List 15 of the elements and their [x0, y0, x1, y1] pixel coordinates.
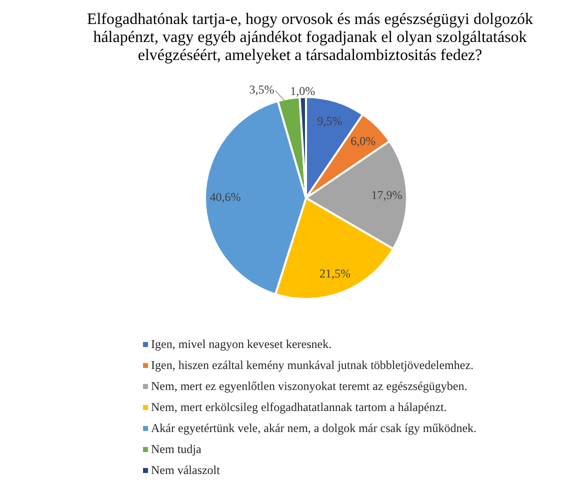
- legend-label: Nem, mert ez egyenlőtlen viszonyokat teremt az egészségügyben.: [151, 379, 468, 394]
- legend-label: Nem tudja: [151, 442, 202, 457]
- data-label: 21,5%: [320, 266, 351, 280]
- legend-label: Akár egyetértünk vele, akár nem, a dolgok már csak így működnek.: [151, 421, 477, 436]
- data-label: 1,0%: [290, 84, 316, 98]
- data-label: 6,0%: [350, 134, 376, 148]
- legend-label: Nem válaszolt: [151, 463, 220, 478]
- legend-label: Igen, mivel nagyon keveset keresnek.: [151, 337, 332, 352]
- data-label: 9,5%: [317, 114, 342, 128]
- legend-label: Nem, mert erkölcsileg elfogadhatatlannak tartom a hálapénzt.: [151, 400, 447, 415]
- data-label: 40,6%: [210, 190, 241, 204]
- chart-title: Elfogadhatónak tartja-e, hogy orvosok és más egészségügyi dolgozók hálapénzt, vagy egyéb ajándékot fogadjanak el olyan szolgáltatások elvégzéséért, amelyeket a társadalombiztositás fedez?: [86, 11, 534, 65]
- data-label: 3,5%: [249, 82, 274, 97]
- data-label: 17,9%: [371, 188, 402, 202]
- legend-label: Igen, hiszen ezáltal kemény munkával jutnak többletjövedelemhez.: [151, 358, 474, 373]
